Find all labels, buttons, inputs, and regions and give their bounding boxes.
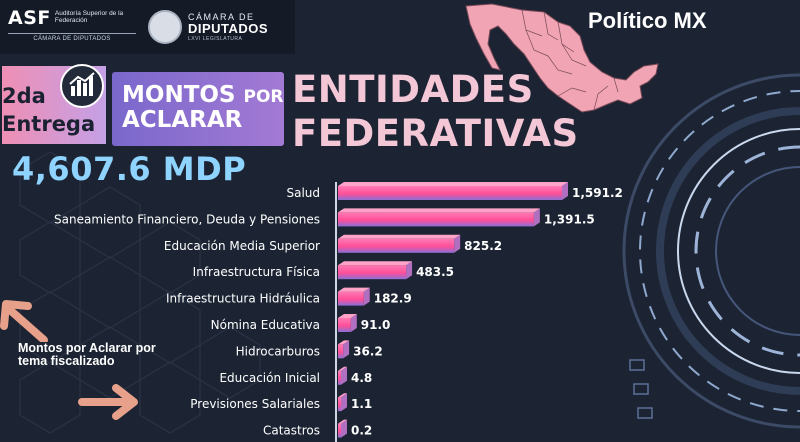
bar (338, 186, 562, 200)
bar-top (338, 314, 357, 318)
mexico-map-icon (465, 3, 659, 113)
category-label: Saneamiento Financiero, Deuda y Pensione… (54, 212, 320, 226)
category-label: Educación Inicial (219, 371, 320, 385)
value-label: 1,591.2 (572, 186, 623, 200)
value-label: 36.2 (353, 344, 383, 358)
category-label: Catastros (263, 424, 320, 438)
bar-side (406, 261, 413, 280)
value-label: 0.2 (351, 424, 372, 438)
bar-side (350, 314, 357, 332)
decorative-rings (622, 73, 800, 429)
bar (338, 370, 341, 385)
category-label: Nómina Educativa (211, 318, 320, 332)
category-label: Previsiones Salariales (190, 397, 320, 411)
category-label: Hidrocarburos (236, 344, 320, 358)
montos-box (112, 72, 284, 146)
value-label: 1.1 (351, 397, 372, 411)
montos-line-2: ACLARAR (122, 107, 243, 133)
bar-top (338, 208, 540, 213)
camara-line-1: CÁMARA DE (188, 12, 255, 22)
value-label: 182.9 (374, 292, 412, 306)
bar (338, 397, 341, 412)
camara-line-2: DIPUTADOS (188, 21, 269, 36)
entrega-label: 2da Entrega (2, 84, 96, 136)
bar-top (338, 182, 568, 186)
arrow-right-icon (78, 384, 138, 420)
brand-logo: Político MX (588, 8, 707, 33)
bar (338, 423, 341, 438)
camara-seal-icon (148, 10, 182, 44)
value-label: 91.0 (361, 318, 391, 332)
total-amount: 4,607.6 MDP (12, 150, 247, 188)
por-word: POR (243, 87, 284, 107)
bar-top (338, 340, 350, 345)
bar-side (363, 287, 370, 306)
asf-mark: ASF (8, 7, 51, 29)
bar-top (338, 261, 413, 266)
bar-top (338, 419, 347, 424)
value-label: 483.5 (416, 265, 454, 279)
bar (338, 265, 407, 280)
bar-side (343, 340, 350, 359)
header-strip (0, 0, 295, 54)
asf-logo: ASF Auditoría Superior de la Federación (8, 8, 135, 28)
bar-chart-icon (60, 64, 104, 108)
bar-top (338, 287, 370, 292)
bar-top (338, 366, 347, 371)
camara-logo: CÁMARA DE DIPUTADOS LXVI LEGISLATURA (148, 10, 268, 44)
bar-side (341, 366, 347, 385)
category-label: Infraestructura Física (193, 265, 320, 279)
page-heading: ENTIDADES FEDERATIVAS (292, 68, 579, 155)
bar (338, 212, 534, 227)
asf-bottom-text: CÁMARA DE DIPUTADOS (33, 36, 111, 42)
montos-word: MONTOS (122, 82, 236, 108)
value-label: 4.8 (351, 371, 372, 385)
category-label: Educación Media Superior (164, 239, 320, 253)
arrow-up-left-icon (0, 300, 48, 342)
bar-side (341, 419, 347, 438)
value-label: 1,391.5 (544, 212, 595, 226)
bar (338, 238, 455, 253)
camara-line-3: LXVI LEGISLATURA (188, 36, 243, 42)
bar-side (454, 234, 461, 253)
bar (338, 291, 364, 306)
bar (338, 344, 344, 359)
asf-subtitle: Auditoría Superior de la Federación (54, 10, 124, 24)
bar-top (338, 393, 347, 398)
category-label: Salud (286, 186, 320, 200)
montos-line-1: MONTOS POR (122, 82, 284, 110)
note-text: Montos por Aclarar por tema fiscalizado (18, 341, 156, 368)
bar-side (562, 182, 568, 200)
bar-side (341, 393, 347, 412)
asf-divider (8, 33, 136, 34)
bar-side (533, 208, 540, 227)
value-label: 825.2 (464, 239, 502, 253)
bar-top (338, 234, 461, 239)
category-label: Infraestructura Hidráulica (166, 292, 320, 306)
bar (338, 318, 351, 332)
